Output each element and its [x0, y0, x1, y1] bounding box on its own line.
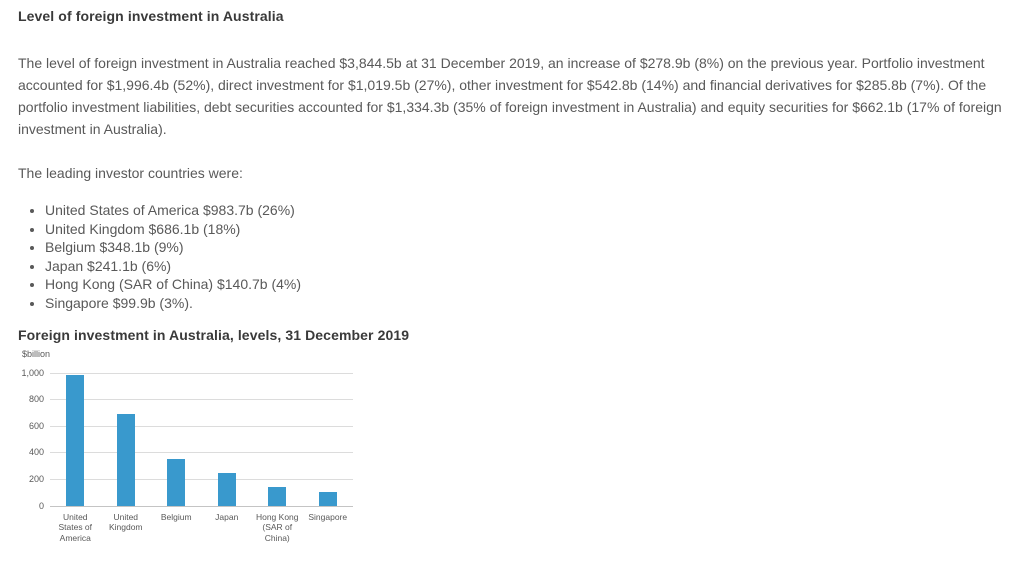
gridline-400: [50, 452, 353, 454]
page: Level of foreign investment in Australia…: [0, 0, 1024, 558]
bar-united-states-of-america: [66, 374, 85, 506]
list-item-united-states: United States of America $983.7b (26%): [45, 201, 1006, 220]
x-label-belgium: Belgium: [160, 511, 192, 522]
list-item-japan: Japan $241.1b (6%): [45, 257, 1006, 276]
x-label-united-states-of-america: United States of America: [58, 511, 93, 543]
summary-paragraph: The level of foreign investment in Austr…: [18, 55, 1002, 137]
gridline-800: [50, 399, 353, 401]
y-tick-800: 800: [28, 394, 44, 405]
list-item-hong-kong: Hong Kong (SAR of China) $140.7b (4%): [45, 275, 1006, 294]
y-tick-200: 200: [28, 473, 44, 484]
x-axis-line: [50, 505, 353, 507]
list-item-belgium: Belgium $348.1b (9%): [45, 238, 1006, 257]
y-tick-600: 600: [28, 420, 44, 431]
x-label-hong-kong-sar-of-china: Hong Kong (SAR of China): [255, 511, 299, 543]
x-label-united-kingdom: United Kingdom: [108, 511, 143, 533]
y-tick-0: 0: [38, 500, 44, 511]
bar-singapore: [318, 492, 337, 506]
page-title: Level of foreign investment in Australia: [18, 8, 284, 24]
list-intro: The leading investor countries were:: [18, 165, 243, 181]
x-label-japan: Japan: [215, 511, 239, 522]
y-tick-400: 400: [28, 447, 44, 458]
investor-list: United States of America $983.7b (26%) U…: [18, 201, 1006, 313]
gridline-600: [50, 425, 353, 427]
y-axis-label: $billion: [22, 348, 51, 359]
bar-japan: [217, 473, 236, 506]
bar-hong-kong-sar-of-china: [268, 486, 287, 506]
chart-title: Foreign investment in Australia, levels,…: [18, 326, 410, 343]
y-tick-1,000: 1,000: [21, 367, 44, 378]
bar-chart: $billion 0 200 400 600 800 1,000 United States…: [18, 348, 438, 558]
list-item-singapore: Singapore $99.9b (3%).: [45, 294, 1006, 313]
list-item-united-kingdom: United Kingdom $686.1b (18%): [45, 220, 1006, 239]
bar-united-kingdom: [116, 414, 135, 506]
gridline-200: [50, 478, 353, 480]
bar-belgium: [167, 459, 186, 506]
gridline-1,000: [50, 372, 353, 374]
x-label-singapore: Singapore: [308, 511, 348, 522]
